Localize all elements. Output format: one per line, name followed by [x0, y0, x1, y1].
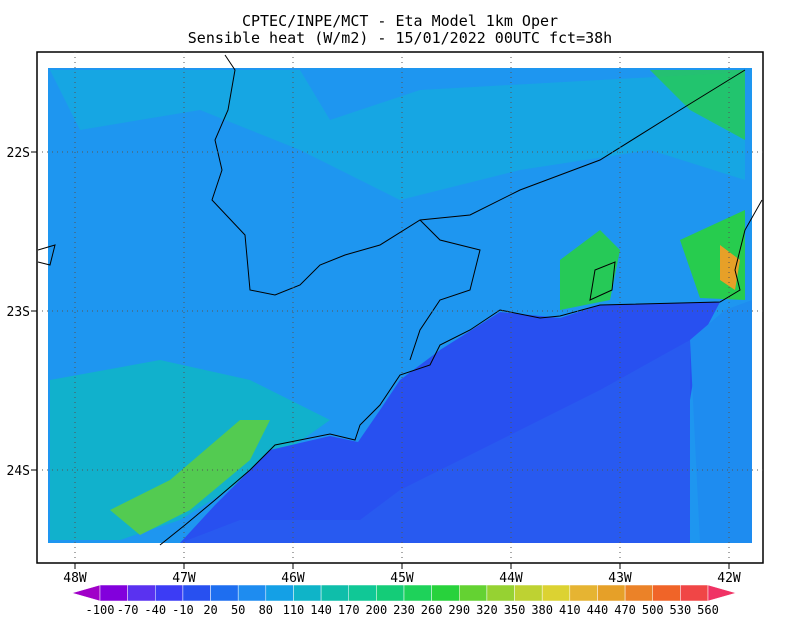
- coastline: [159, 199, 763, 546]
- colorbar-swatch: [293, 584, 322, 602]
- map-field: [48, 68, 752, 543]
- field-patch: [720, 245, 740, 290]
- colorbar-swatch: [486, 584, 515, 602]
- field-patch: [50, 360, 330, 540]
- lon-label: 46W: [281, 571, 305, 586]
- lon-label: 42W: [717, 571, 741, 586]
- lon-label: 48W: [63, 571, 87, 586]
- lon-label: 43W: [608, 571, 632, 586]
- colorbar-swatch: [459, 584, 488, 602]
- colorbar-swatch: [182, 584, 211, 602]
- lat-label: 24S: [7, 464, 30, 479]
- subtitle: Sensible heat (W/m2) - 15/01/2022 00UTC …: [188, 29, 612, 47]
- colorbar-label: 200: [366, 603, 388, 617]
- colorbar-swatch: [403, 584, 432, 602]
- colorbar-swatch: [569, 584, 598, 602]
- colorbar-arrow: [707, 584, 737, 602]
- boundaries: [37, 54, 763, 546]
- map-frame: [36, 51, 764, 564]
- colorbar-arrow: [71, 584, 101, 602]
- field-patch: [650, 70, 745, 140]
- colorbar-swatch: [265, 584, 294, 602]
- colorbar-swatch: [155, 584, 184, 602]
- colorbar-swatch: [514, 584, 543, 602]
- colorbar-swatch: [320, 584, 349, 602]
- colorbar-swatch: [237, 584, 267, 602]
- colorbar-label: 140: [310, 603, 332, 617]
- lat-label: 22S: [7, 146, 30, 161]
- coastline: [589, 261, 616, 301]
- colorbar-label: 80: [259, 603, 273, 617]
- lon-label: 47W: [172, 571, 196, 586]
- colorbar-label: 530: [670, 603, 692, 617]
- field-patch: [560, 230, 620, 310]
- colorbar-swatch: [348, 584, 377, 602]
- colorbar-swatch: [541, 584, 571, 602]
- colorbar-label: -40: [144, 603, 166, 617]
- lon-label: 44W: [499, 571, 523, 586]
- ocean-field: [690, 300, 752, 543]
- colorbar-label: 110: [283, 603, 305, 617]
- colorbar-swatch: [376, 584, 405, 602]
- state-border: [409, 219, 481, 361]
- colorbar-swatch: [99, 584, 128, 602]
- colorbar-label: 320: [476, 603, 498, 617]
- colorbar-swatch: [597, 584, 626, 602]
- ocean-field: [180, 340, 690, 543]
- colorbar-swatch: [431, 584, 460, 602]
- colorbar-label: 350: [504, 603, 526, 617]
- colorbar-label: 290: [448, 603, 470, 617]
- colorbar-label: 260: [421, 603, 443, 617]
- colorbar-label: 410: [559, 603, 581, 617]
- colorbar-label: 230: [393, 603, 415, 617]
- field-patch: [50, 70, 745, 200]
- colorbar-label: 470: [614, 603, 636, 617]
- colorbar-label: -100: [86, 603, 115, 617]
- colorbar-swatch: [624, 584, 653, 602]
- colorbar-swatch: [210, 584, 239, 602]
- colorbar-label: 380: [531, 603, 553, 617]
- colorbar-swatch: [652, 584, 681, 602]
- lon-label: 45W: [390, 571, 414, 586]
- colorbar-label: 20: [203, 603, 217, 617]
- state-border: [37, 244, 56, 266]
- colorbar-swatch: [680, 584, 709, 602]
- state-border: [211, 54, 746, 296]
- title: CPTEC/INPE/MCT - Eta Model 1km Oper: [242, 12, 558, 30]
- colorbar-label: 50: [231, 603, 245, 617]
- colorbar-swatch: [127, 584, 156, 602]
- colorbar-label: 560: [697, 603, 719, 617]
- lat-label: 23S: [7, 305, 30, 320]
- colorbar-label: -10: [172, 603, 194, 617]
- colorbar-label: -70: [117, 603, 139, 617]
- colorbar-label: 440: [587, 603, 609, 617]
- colorbar-label: 170: [338, 603, 360, 617]
- colorbar-label: 500: [642, 603, 664, 617]
- field-patch: [110, 420, 270, 535]
